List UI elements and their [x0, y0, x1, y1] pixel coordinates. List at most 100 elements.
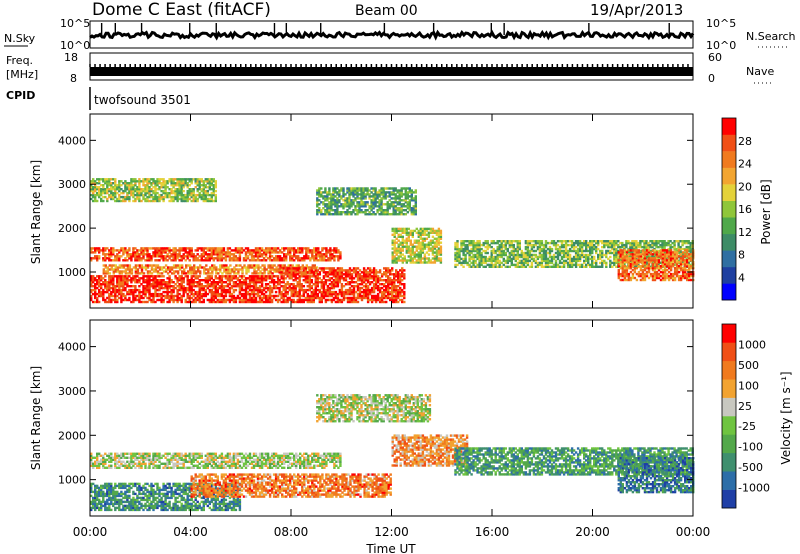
heatmap-cell [316, 292, 319, 296]
heatmap-cell [210, 251, 213, 254]
heatmap-cell [290, 271, 293, 274]
heatmap-cell [138, 253, 141, 256]
heatmap-cell [190, 277, 193, 280]
heatmap-cell [293, 249, 296, 252]
heatmap-cell [104, 266, 107, 269]
heatmap-cell [92, 281, 95, 284]
heatmap-cell [172, 272, 176, 275]
heatmap-cell [200, 296, 203, 300]
heatmap-cell [244, 294, 248, 298]
heatmap-cell [271, 272, 274, 275]
heatmap-cell [194, 298, 197, 302]
heatmap-cell [328, 209, 331, 212]
heatmap-cell [293, 251, 296, 254]
heatmap-cell [180, 285, 183, 288]
heatmap-cell [208, 247, 211, 250]
heatmap-cell [162, 279, 165, 282]
heatmap-cell [431, 251, 435, 254]
heatmap-cell [178, 277, 181, 280]
heatmap-cell [300, 271, 303, 274]
heatmap-cell [383, 273, 386, 276]
heatmap-cell [170, 279, 173, 282]
heatmap-cell [296, 273, 299, 276]
heatmap-cell [325, 255, 328, 258]
heatmap-cell [278, 283, 281, 286]
heatmap-cell [399, 288, 402, 292]
heatmap-cell [168, 257, 171, 260]
heatmap-cell [182, 253, 185, 256]
heatmap-cell [308, 275, 311, 278]
heatmap-cell [278, 267, 281, 270]
heatmap-cell [304, 269, 307, 272]
heatmap-cell [160, 281, 163, 284]
heatmap-cell [178, 292, 181, 296]
heatmap-cell [204, 292, 207, 296]
heatmap-cell [112, 259, 115, 262]
heatmap-cell [362, 273, 366, 276]
heatmap-cell [204, 288, 207, 292]
heatmap-cell [304, 271, 307, 274]
heatmap-cell [290, 273, 293, 276]
heatmap-cell [194, 255, 197, 258]
heatmap-cell [196, 296, 199, 300]
heatmap-cell [415, 259, 418, 262]
heatmap-cell [116, 266, 119, 269]
heatmap-cell [230, 259, 234, 262]
heatmap-cell [395, 288, 398, 292]
heatmap-cell [130, 270, 134, 273]
heatmap-cell [256, 259, 260, 262]
heatmap-cell [383, 271, 386, 274]
heatmap-cell [174, 275, 177, 278]
heatmap-cell [330, 277, 334, 280]
heatmap-cell [372, 279, 376, 282]
heatmap-cell [191, 270, 194, 273]
heatmap-cell [202, 251, 205, 254]
heatmap-cell [395, 296, 398, 300]
heatmap-cell [419, 253, 422, 256]
heatmap-cell [258, 286, 262, 290]
heatmap-cell [168, 255, 171, 258]
heatmap-cell [238, 251, 242, 254]
heatmap-cell [268, 259, 272, 262]
heatmap-cell [393, 285, 396, 288]
heatmap-cell [256, 277, 260, 280]
heatmap-cell [348, 269, 352, 272]
heatmap-cell [254, 259, 258, 262]
heatmap-cell [433, 251, 437, 254]
heatmap-cell [270, 275, 274, 278]
heatmap-cell [427, 227, 431, 231]
heatmap-cell [397, 235, 400, 238]
heatmap-cell [124, 249, 127, 252]
heatmap-cell [182, 292, 185, 296]
heatmap-cell [216, 294, 219, 298]
heatmap-cell [298, 277, 301, 280]
heatmap-cell [318, 290, 321, 294]
cpid-program: twofsound 3501 [94, 93, 191, 107]
heatmap-cell [399, 253, 402, 256]
heatmap-cell [298, 283, 301, 286]
heatmap-cell [108, 285, 111, 288]
heatmap-cell [242, 300, 246, 304]
heatmap-cell [332, 292, 336, 296]
heatmap-cell [148, 264, 152, 267]
heatmap-cell [220, 283, 224, 286]
heatmap-cell [324, 273, 328, 276]
heatmap-cell [322, 290, 326, 294]
heatmap-cell [346, 275, 350, 278]
heatmap-cell [118, 286, 121, 290]
heatmap-cell [214, 296, 217, 300]
heatmap-cell [362, 275, 366, 278]
heatmap-cell [140, 257, 143, 260]
heatmap-cell [326, 197, 329, 200]
heatmap-cell [116, 294, 119, 298]
heatmap-cell [312, 294, 315, 298]
heatmap-cell [164, 285, 167, 288]
heatmap-cell [346, 300, 350, 304]
heatmap-cell [423, 231, 427, 234]
heatmap-cell [178, 296, 181, 300]
heatmap-cell [350, 285, 354, 288]
heatmap-cell [189, 266, 192, 269]
heatmap-cell [291, 257, 294, 260]
heatmap-cell [326, 290, 330, 294]
heatmap-cell [429, 243, 433, 246]
